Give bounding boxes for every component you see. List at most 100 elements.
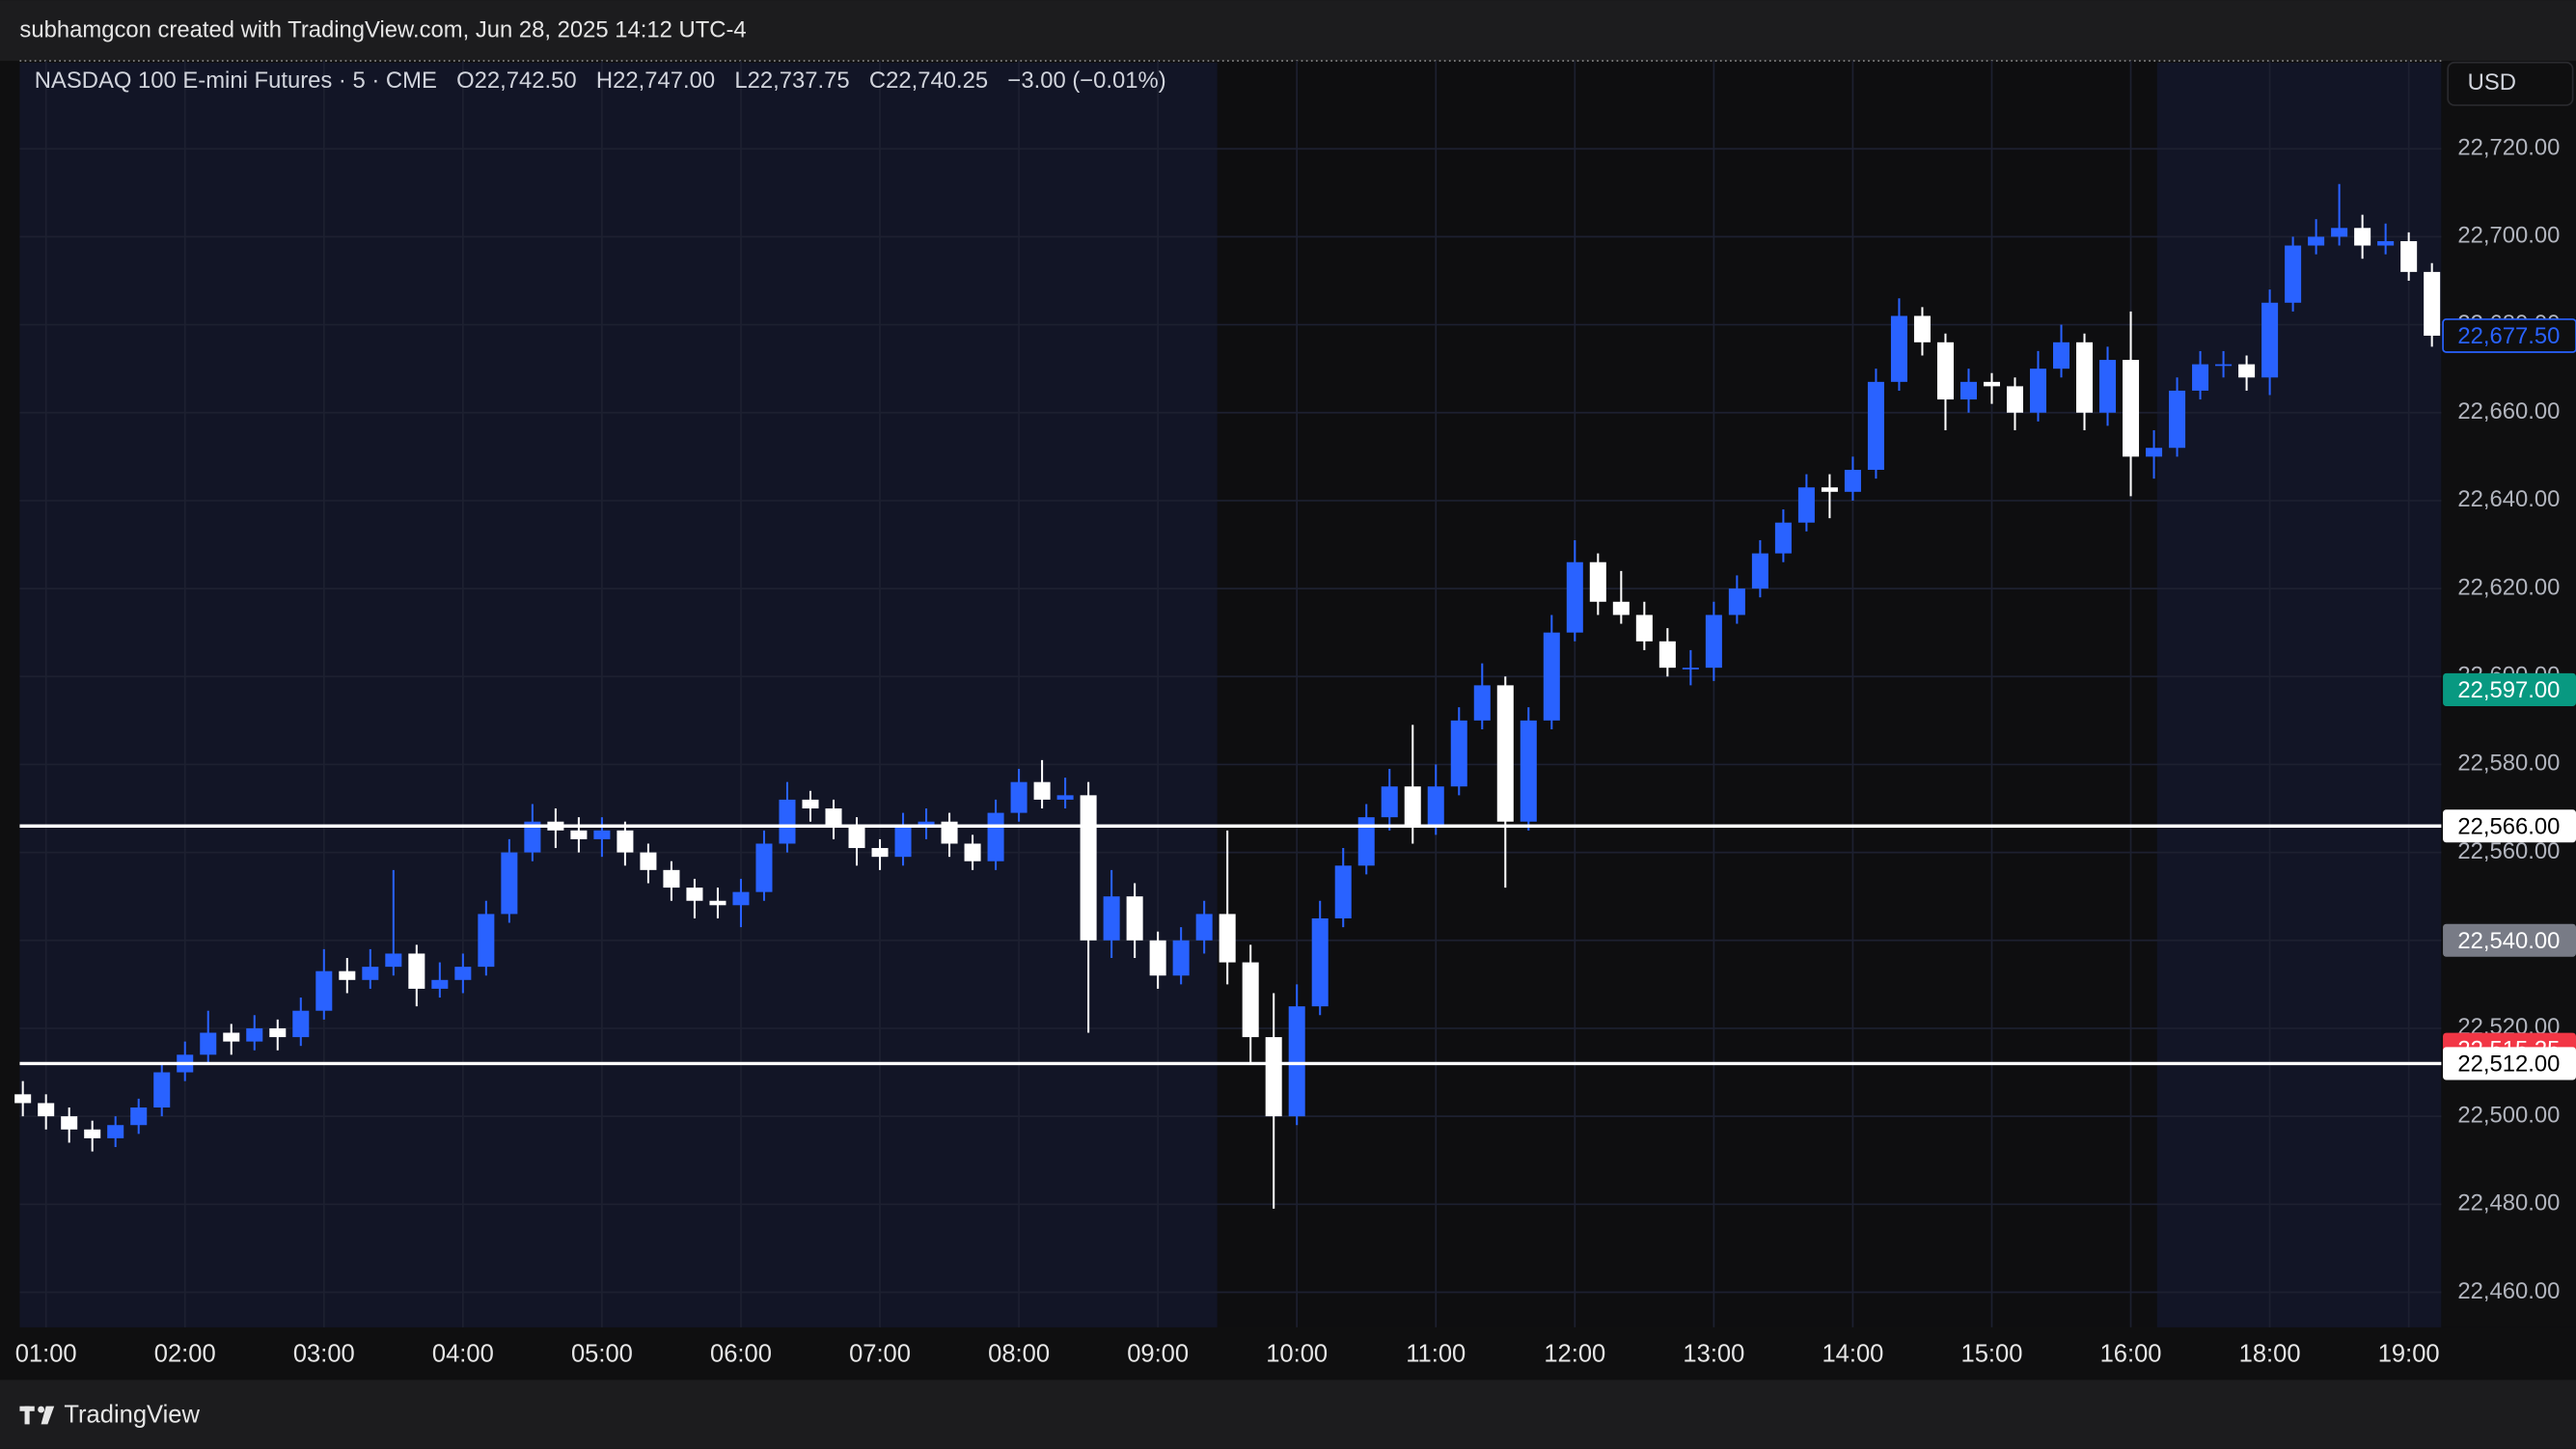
candle-body: [1427, 786, 1444, 827]
candle-body: [84, 1129, 101, 1138]
candle-body: [200, 1032, 217, 1055]
candles: [14, 183, 2441, 1209]
candle-body: [1033, 781, 1051, 800]
x-tick-label: 04:00: [432, 1341, 494, 1368]
currency-button[interactable]: [2447, 61, 2574, 106]
candle-body: [1705, 615, 1722, 669]
x-tick-label: 11:00: [1406, 1341, 1466, 1368]
candle-body: [2331, 228, 2348, 237]
candle-body: [1172, 940, 1190, 976]
price-label-box: [2443, 672, 2576, 706]
candle-body: [2400, 240, 2418, 272]
candle-body: [339, 971, 356, 980]
candle-body: [1983, 381, 2000, 387]
legend-open: 22,742.50: [475, 68, 577, 94]
candle-body: [709, 900, 726, 906]
top-bar: [0, 0, 2576, 62]
candle-body: [385, 953, 402, 968]
candle-body: [617, 830, 634, 853]
session-background: [1217, 62, 2157, 1327]
y-tick-label: 22,560.00: [2457, 838, 2560, 864]
candle-body: [501, 852, 518, 915]
candle-body: [871, 848, 889, 858]
candle-body: [2123, 360, 2140, 457]
candle-body: [2354, 228, 2371, 246]
legend-symbol: NASDAQ 100 E-mini Futures · 5 · CME: [35, 68, 437, 94]
x-tick-label: 19:00: [2378, 1341, 2440, 1368]
candle-body: [1797, 487, 1815, 523]
price-label: 22,677.50: [2457, 323, 2560, 349]
candle-body: [1635, 615, 1653, 642]
x-tick-label: 12:00: [1544, 1341, 1605, 1368]
candle-body: [1936, 342, 1954, 400]
legend-low-label: L: [734, 68, 747, 94]
legend-close: 22,740.25: [886, 68, 988, 94]
candle-body: [894, 826, 912, 858]
legend-change: −3.00 (−0.01%): [1007, 68, 1165, 94]
candle-body: [1520, 720, 1537, 822]
candle-body: [1265, 1037, 1282, 1117]
y-tick-label: 22,720.00: [2457, 135, 2560, 161]
currency[interactable]: USD: [2468, 69, 2516, 96]
candle-body: [1658, 641, 1676, 669]
candle-body: [802, 799, 819, 809]
candle-body: [1496, 685, 1514, 822]
candle-body: [1149, 940, 1166, 976]
candle-body: [1103, 896, 1120, 941]
y-tick-label: 22,480.00: [2457, 1190, 2560, 1217]
y-tick-label: 22,700.00: [2457, 223, 2560, 249]
candle-body: [38, 1103, 55, 1117]
candle-body: [964, 843, 981, 861]
price-label: 22,597.00: [2457, 677, 2560, 703]
price-label-box: [2442, 318, 2576, 353]
candle-body: [2424, 271, 2441, 336]
x-tick-label: 03:00: [293, 1341, 355, 1368]
x-tick-label: 08:00: [988, 1341, 1050, 1368]
candle-body: [362, 967, 379, 980]
candle-body: [1589, 561, 1606, 602]
candle-body: [1821, 487, 1838, 492]
candle-body: [2261, 302, 2279, 378]
session-background: [19, 62, 1218, 1327]
candle-body: [2029, 369, 2047, 413]
x-tick-label: 09:00: [1127, 1341, 1189, 1368]
candle-body: [1682, 668, 1699, 670]
footer-brand: TradingView: [64, 1402, 200, 1429]
candle-body: [755, 843, 773, 892]
candle-body: [2238, 364, 2256, 378]
candle-body: [1566, 561, 1583, 633]
candle-body: [2215, 364, 2233, 367]
x-tick-label: 06:00: [710, 1341, 772, 1368]
candle-body: [1751, 553, 1768, 589]
x-tick-label: 14:00: [1822, 1341, 1883, 1368]
legend-close-label: C: [869, 68, 886, 94]
footer: [0, 1380, 2576, 1449]
x-tick-label: 18:00: [2239, 1341, 2301, 1368]
candle-body: [1010, 781, 1028, 813]
candle-body: [1450, 720, 1467, 787]
candle-body: [315, 971, 333, 1011]
candle-body: [686, 888, 703, 901]
candle-body: [1728, 588, 1745, 615]
candle-body: [663, 869, 680, 889]
y-tick-label: 22,500.00: [2457, 1102, 2560, 1128]
price-label-box: [2443, 1047, 2576, 1080]
price-label-box: [2443, 809, 2576, 843]
candle-body: [153, 1072, 171, 1108]
y-tick-label: 22,640.00: [2457, 486, 2560, 512]
x-tick-label: 16:00: [2100, 1341, 2162, 1368]
candle-body: [2099, 360, 2117, 413]
candle-body: [408, 953, 425, 989]
candle-body: [1774, 522, 1792, 554]
candle-body: [2169, 390, 2186, 449]
candle-body: [524, 821, 541, 853]
grid: 22,460.0022,480.0022,500.0022,520.0022,5…: [15, 61, 2560, 1368]
y-tick-label: 22,620.00: [2457, 574, 2560, 600]
x-tick-label: 02:00: [154, 1341, 216, 1368]
y-tick-label: 22,580.00: [2457, 751, 2560, 777]
legend-high-label: H: [596, 68, 613, 94]
price-label: 22,512.00: [2457, 1051, 2560, 1077]
candle-body: [14, 1094, 32, 1104]
candle-body: [570, 830, 588, 839]
x-tick-label: 05:00: [571, 1341, 633, 1368]
